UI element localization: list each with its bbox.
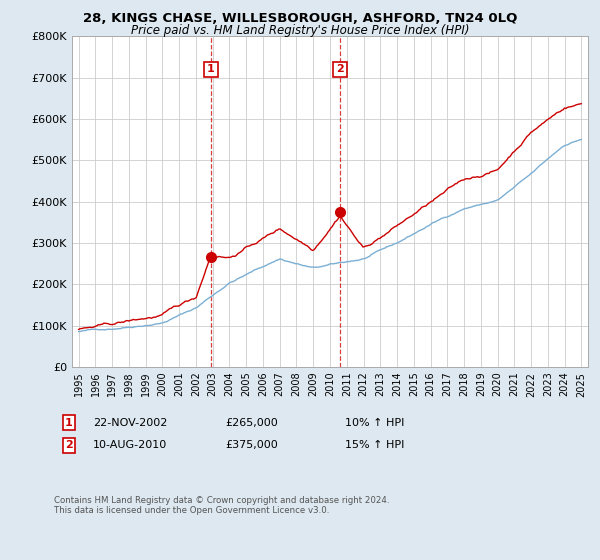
Text: £375,000: £375,000 [225, 440, 278, 450]
Text: 2: 2 [336, 64, 344, 74]
Text: Price paid vs. HM Land Registry's House Price Index (HPI): Price paid vs. HM Land Registry's House … [131, 24, 469, 36]
Text: 28, KINGS CHASE, WILLESBOROUGH, ASHFORD, TN24 0LQ: 28, KINGS CHASE, WILLESBOROUGH, ASHFORD,… [83, 12, 517, 25]
Text: 15% ↑ HPI: 15% ↑ HPI [345, 440, 404, 450]
Text: 22-NOV-2002: 22-NOV-2002 [93, 418, 167, 428]
Text: 10% ↑ HPI: 10% ↑ HPI [345, 418, 404, 428]
Text: 1: 1 [65, 418, 73, 428]
Text: £265,000: £265,000 [225, 418, 278, 428]
Text: 2: 2 [65, 440, 73, 450]
Text: Contains HM Land Registry data © Crown copyright and database right 2024.
This d: Contains HM Land Registry data © Crown c… [54, 496, 389, 515]
Text: 10-AUG-2010: 10-AUG-2010 [93, 440, 167, 450]
Text: 1: 1 [207, 64, 215, 74]
